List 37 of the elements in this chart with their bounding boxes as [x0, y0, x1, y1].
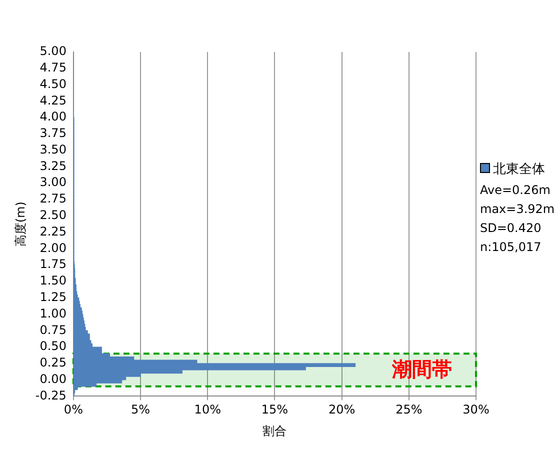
y-tick-label: 1.00 [40, 306, 66, 320]
x-tick-label: 0% [64, 402, 83, 417]
x-tick-label: 30% [462, 402, 490, 417]
y-tick-label: 2.25 [40, 224, 66, 238]
y-tick-label: 4.50 [40, 76, 66, 91]
x-axis-title: 割合 [262, 424, 287, 438]
y-tick-label: 0.75 [40, 322, 66, 337]
y-tick-label: 0.50 [40, 339, 66, 354]
x-tick-label: 25% [396, 402, 422, 417]
y-tick-label: 3.50 [40, 142, 66, 156]
y-tick-label: 1.75 [40, 257, 66, 272]
y-tick-label: 3.25 [40, 158, 66, 173]
text: SD=0.420 [480, 220, 542, 237]
band-label: 潮間帯 [391, 357, 452, 382]
text: n:105,017 [480, 239, 542, 256]
y-tick-label: 5.00 [40, 44, 66, 58]
y-tick-label: 0.25 [40, 356, 66, 370]
x-tick-label: 5% [131, 402, 150, 417]
text: max=3.92m [480, 201, 555, 218]
text: Ave=0.26m [480, 182, 552, 199]
y-tick-label: 0.00 [40, 372, 66, 386]
y-tick-label: 3.75 [40, 126, 66, 140]
y-tick-label: 4.25 [40, 93, 66, 108]
y-tick-label: 2.00 [40, 240, 66, 255]
y-tick-label: 3.00 [40, 175, 66, 190]
y-tick-label: 2.50 [40, 208, 66, 222]
y-tick-label: 1.50 [40, 274, 66, 288]
x-tick-label: 15% [261, 402, 288, 417]
y-axis-title: 高度(m) [13, 202, 28, 247]
y-tick-label: 4.75 [40, 60, 66, 75]
legend-label: 北東全体 [492, 161, 546, 179]
y-tick-label: 2.75 [40, 192, 66, 206]
y-tick-label: 4.00 [40, 110, 66, 124]
y-tick-label: 1.25 [40, 290, 66, 304]
x-tick-label: 10% [194, 402, 221, 417]
y-tick-label: -0.25 [35, 388, 66, 402]
x-tick-label: 20% [328, 402, 356, 417]
